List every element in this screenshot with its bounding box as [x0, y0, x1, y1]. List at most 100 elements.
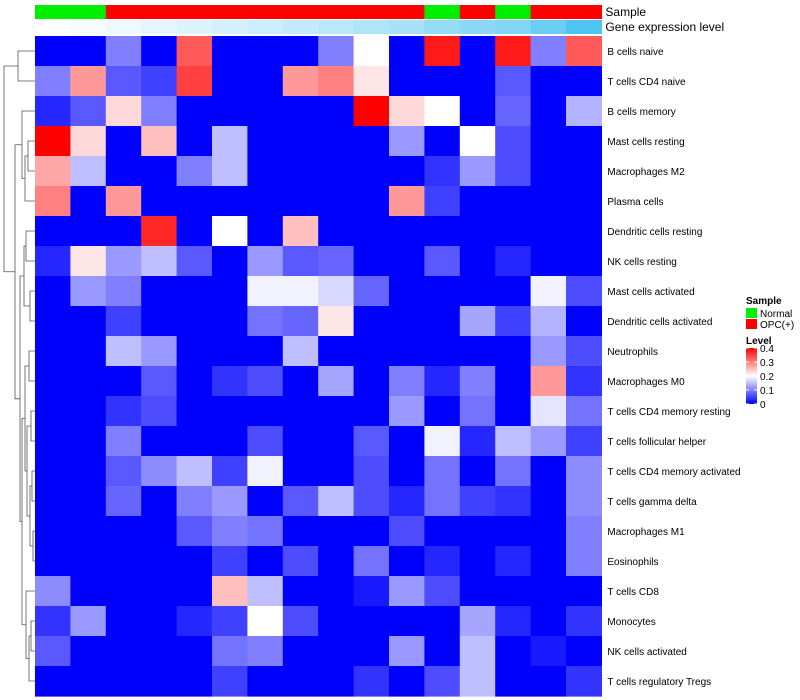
- heatmap-cell: [353, 276, 390, 307]
- heatmap-cell: [389, 66, 425, 97]
- heatmap-cell: [530, 546, 567, 577]
- row-label: T cells CD4 naive: [607, 77, 686, 88]
- heatmap-cell: [495, 246, 532, 277]
- gene-level-annotation-cell: [530, 20, 567, 34]
- heatmap-cell: [495, 276, 532, 307]
- heatmap-cell: [530, 246, 567, 277]
- heatmap-cell: [35, 66, 71, 97]
- heatmap-cell: [70, 126, 107, 157]
- heatmap-cell: [389, 486, 425, 517]
- heatmap-cell: [35, 516, 71, 547]
- heatmap-cell: [530, 66, 567, 97]
- heatmap-cell: [105, 456, 142, 487]
- heatmap-cell: [318, 366, 355, 397]
- heatmap-cell: [176, 306, 213, 337]
- heatmap-cell: [35, 366, 71, 397]
- heatmap-cell: [566, 246, 602, 277]
- dendrogram-branch: [24, 155, 35, 202]
- heatmap-cell: [318, 276, 355, 307]
- heatmap-cell: [141, 126, 178, 157]
- heatmap-cell: [212, 426, 248, 457]
- heatmap-cell: [566, 306, 602, 337]
- heatmap-cell: [353, 336, 390, 367]
- heatmap-cell: [566, 576, 602, 607]
- heatmap-cell: [566, 426, 602, 457]
- heatmap-cell: [389, 636, 425, 667]
- dendrogram-branch: [28, 635, 35, 682]
- heatmap-cell: [424, 666, 461, 697]
- heatmap-cell: [353, 66, 390, 97]
- heatmap-cell: [35, 246, 71, 277]
- legend-title-sample: Sample: [746, 296, 782, 307]
- heatmap-cell: [495, 456, 532, 487]
- heatmap-cell: [35, 36, 71, 67]
- heatmap-cell: [247, 636, 284, 667]
- heatmap-cell: [176, 126, 213, 157]
- heatmap-cell: [70, 576, 107, 607]
- heatmap-cell: [176, 36, 213, 67]
- heatmap-cell: [424, 186, 461, 217]
- heatmap-cell: [530, 186, 567, 217]
- heatmap-cell: [212, 246, 248, 277]
- heatmap-cell: [247, 306, 284, 337]
- dendrogram-branch: [21, 110, 35, 179]
- heatmap-cell: [282, 516, 319, 547]
- sample-annotation-cell: [353, 5, 390, 19]
- heatmap-cell: [105, 516, 142, 547]
- sample-annotation-cell: [530, 5, 567, 19]
- heatmap-cell: [141, 36, 178, 67]
- heatmap-cell: [212, 216, 248, 247]
- heatmap-cell: [176, 66, 213, 97]
- heatmap-cell: [105, 96, 142, 127]
- heatmap-cell: [566, 516, 602, 547]
- heatmap-cell: [389, 516, 425, 547]
- heatmap-cell: [141, 666, 178, 697]
- sample-annotation-cell: [105, 5, 142, 19]
- heatmap-cell: [318, 156, 355, 187]
- heatmap-cell: [318, 306, 355, 337]
- heatmap-cell: [105, 276, 142, 307]
- row-dendrogram: [3, 50, 35, 682]
- heatmap-cell: [530, 126, 567, 157]
- heatmap-cell: [530, 666, 567, 697]
- heatmap-cell: [318, 66, 355, 97]
- heatmap-cell: [35, 276, 71, 307]
- heatmap-cell: [566, 606, 602, 637]
- heatmap-cell: [105, 396, 142, 427]
- heatmap-cell: [495, 36, 532, 67]
- heatmap-cell: [566, 456, 602, 487]
- gene-level-annotation-cell: [70, 20, 107, 34]
- heatmap-cell: [70, 426, 107, 457]
- heatmap-cell: [389, 396, 425, 427]
- heatmap-cell: [282, 486, 319, 517]
- heatmap-cell: [353, 576, 390, 607]
- row-label: Monocytes: [607, 617, 655, 628]
- heatmap-cell: [389, 546, 425, 577]
- row-label: Dendritic cells resting: [607, 227, 702, 238]
- heatmap-cell: [530, 396, 567, 427]
- heatmap-cell: [389, 156, 425, 187]
- gene-level-annotation-cell: [353, 20, 390, 34]
- legend-label: Normal: [760, 309, 792, 320]
- heatmap-cell: [282, 216, 319, 247]
- heatmap-cell: [141, 426, 178, 457]
- heatmap-cell: [318, 546, 355, 577]
- heatmap-cell: [353, 306, 390, 337]
- heatmap-cell: [105, 576, 142, 607]
- heatmap-cell: [35, 666, 71, 697]
- heatmap-cell: [176, 366, 213, 397]
- heatmap-cell: [105, 546, 142, 577]
- heatmap-cell: [353, 126, 390, 157]
- row-label: Mast cells resting: [607, 137, 684, 148]
- heatmap-cell: [141, 306, 178, 337]
- heatmap-cell: [318, 126, 355, 157]
- sample-annotation-cell: [282, 5, 319, 19]
- heatmap-cell: [176, 456, 213, 487]
- heatmap-cell: [530, 456, 567, 487]
- heatmap-cell: [353, 246, 390, 277]
- heatmap-cell: [566, 396, 602, 427]
- heatmap-cell: [141, 66, 178, 97]
- dendrogram-branch: [31, 470, 35, 502]
- heatmap-cell: [282, 366, 319, 397]
